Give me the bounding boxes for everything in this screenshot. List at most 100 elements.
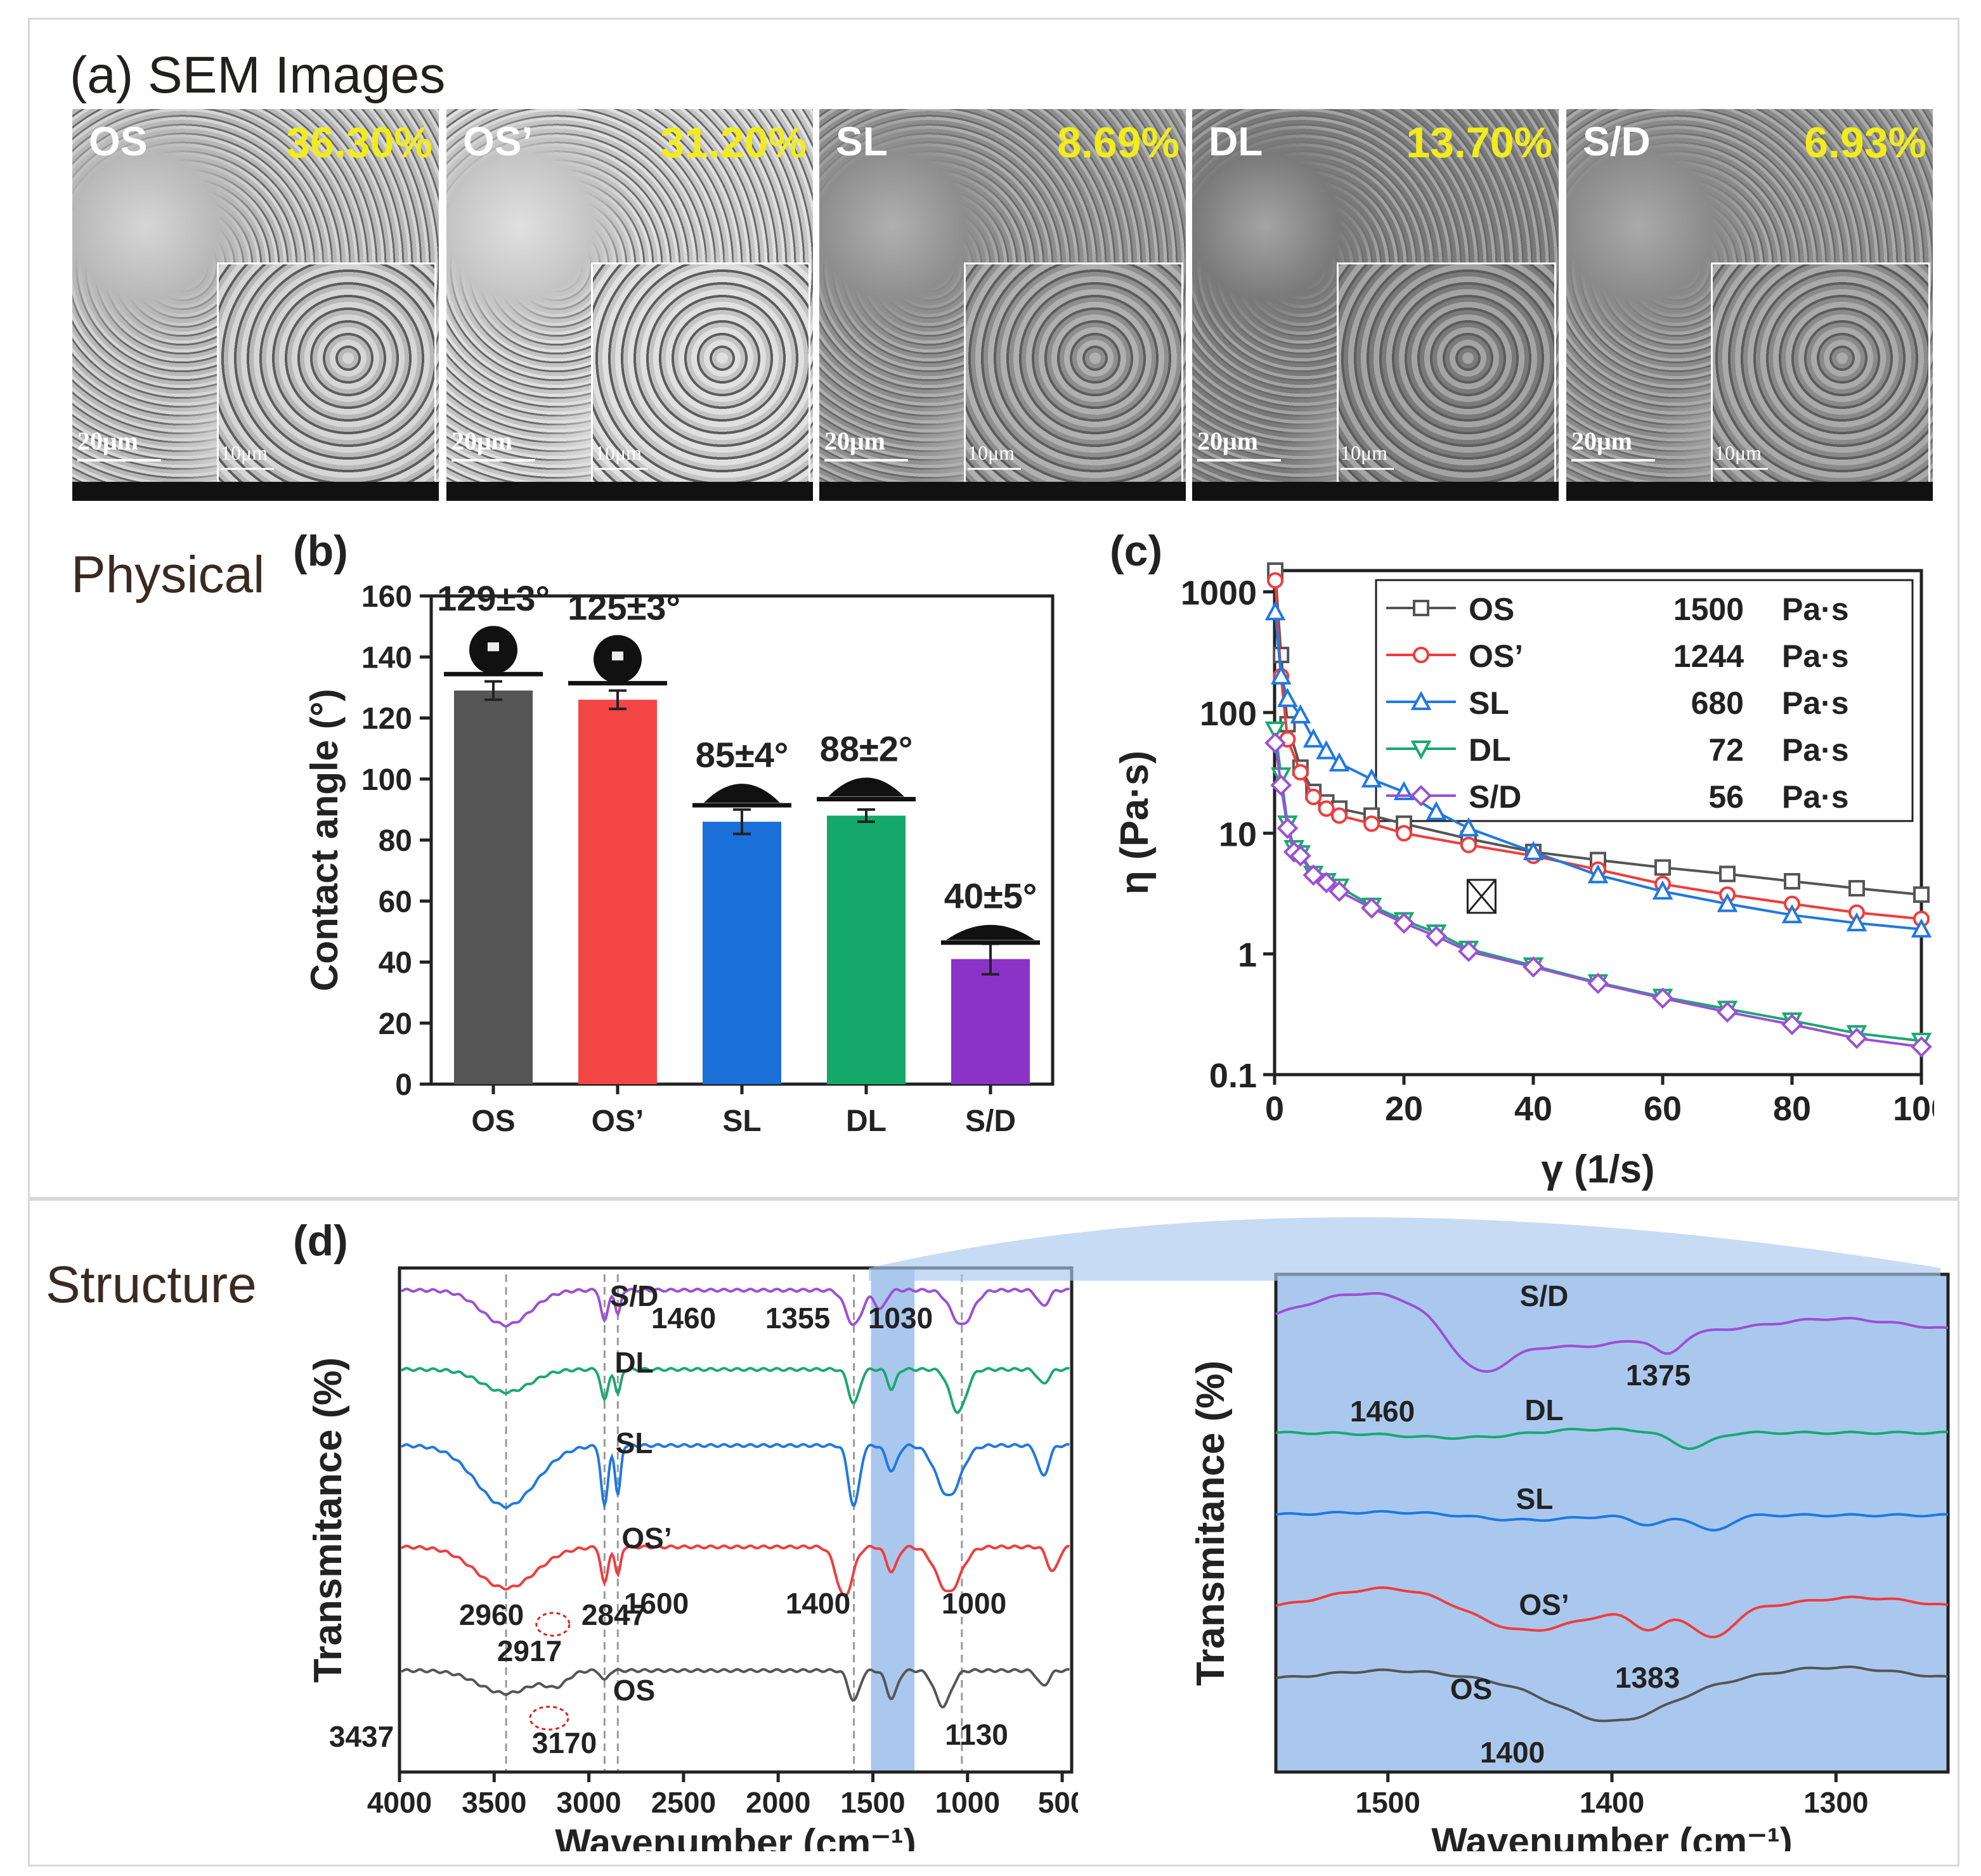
x-tick-label: 3500 (462, 1786, 526, 1819)
peak-annotation: 1400 (1480, 1736, 1545, 1769)
spectrum-OS’ (401, 1544, 1070, 1597)
x-tick-label: 1500 (1355, 1786, 1420, 1819)
legend-unit: Pa·s (1782, 592, 1849, 627)
sem-title: (a) SEM Images (70, 46, 446, 104)
legend-value: 56 (1708, 779, 1744, 815)
highlight-ellipse (535, 1612, 571, 1637)
highlight-band (871, 1268, 915, 1772)
x-tick-label: 40 (1514, 1090, 1552, 1128)
y-tick-label: 140 (361, 641, 412, 675)
peak-annotation: 1030 (868, 1302, 933, 1335)
legend-marker (1410, 690, 1432, 710)
legend-name: DL (1469, 732, 1511, 768)
sem-databar (1192, 482, 1559, 501)
angle-label: 129±3° (437, 578, 550, 618)
marker-glyph-x (1467, 879, 1497, 914)
sem-scale-inset-line (221, 468, 274, 470)
angle-label: 40±5° (944, 876, 1037, 916)
data-point (1846, 1027, 1867, 1049)
series-label: OS’ (621, 1522, 672, 1555)
data-point (1426, 925, 1447, 947)
data-point (1264, 721, 1286, 741)
x-tick-label: S/D (965, 1104, 1016, 1138)
x-tick-label: 2000 (746, 1786, 810, 1819)
data-point (1458, 940, 1479, 962)
droplet (946, 924, 1035, 940)
data-point (1846, 912, 1867, 932)
data-point (1290, 704, 1311, 724)
peak-annotation: 1460 (1350, 1395, 1415, 1428)
sem-porosity-label: 8.69% (1057, 119, 1179, 167)
sem-inset (964, 262, 1183, 501)
y-tick-label: 1 (1238, 936, 1257, 974)
bar-OS’ (578, 699, 657, 1084)
zoom-spectrum-OS (1275, 1665, 1949, 1723)
bar-S/D (951, 959, 1030, 1084)
legend-marker (1413, 600, 1429, 616)
data-point (1316, 740, 1337, 760)
droplet-glint (612, 651, 623, 661)
structure-label: Structure (46, 1256, 257, 1314)
sem-sample-label: OS’ (463, 119, 533, 164)
sem-scale-main-line (1571, 459, 1655, 462)
droplet (828, 777, 904, 797)
panel-label: (d) (293, 1217, 348, 1265)
y-axis-label: Transmitance (%) (306, 1357, 350, 1683)
sem-databar (72, 482, 439, 501)
data-point (1523, 841, 1544, 860)
x-tick-label: 2500 (651, 1786, 716, 1819)
legend-name: OS’ (1469, 638, 1523, 674)
data-point (1270, 774, 1292, 796)
y-axis-label: η (Pa·s) (1113, 751, 1157, 895)
sem-inset (217, 262, 436, 501)
data-point (1396, 825, 1412, 842)
contact-angle-chart: (b) 0 20 40 60 80 100 120 140 160 Contact angle (°… (293, 527, 1055, 1138)
bar-SL (703, 822, 781, 1084)
y-tick-label: 0.1 (1209, 1057, 1257, 1095)
series-label: DL (614, 1346, 653, 1379)
y-tick-label: 100 (361, 763, 412, 797)
sem-scale-inset: 10μm (1341, 441, 1388, 464)
y-axis-label: Transmitance (%) (1189, 1361, 1233, 1686)
sem-porosity-label: 36.30% (286, 119, 432, 167)
sem-databar (819, 482, 1186, 501)
sem-scale-main-line (77, 459, 161, 462)
x-tick-label: 1500 (840, 1786, 905, 1819)
angle-label: 88±2° (820, 729, 913, 769)
zoom-spectrum-DL (1275, 1427, 1949, 1451)
panel-label: (c) (1110, 527, 1162, 575)
x-tick-label: 3000 (556, 1786, 621, 1819)
data-point (1292, 764, 1309, 781)
legend-unit: Pa·s (1782, 779, 1849, 815)
y-tick-label: 60 (379, 885, 412, 919)
x-tick-label: OS’ (592, 1104, 644, 1138)
sem-scale-inset-line (1341, 468, 1394, 470)
sem-porosity-label: 13.70% (1406, 119, 1552, 167)
sem-databar (1566, 482, 1933, 501)
panel-label: (b) (293, 527, 348, 575)
data-point (1654, 859, 1671, 876)
peak-annotation: 2960 (459, 1598, 524, 1631)
data-point (1784, 873, 1800, 890)
y-tick-label: 1000 (1181, 574, 1257, 612)
data-point (1302, 864, 1325, 886)
zoom-spectrum-S/D (1275, 1291, 1949, 1373)
legend-name: OS (1469, 592, 1514, 627)
data-point (1393, 912, 1415, 934)
peak-annotation: 2847 (581, 1598, 646, 1631)
sem-panel-3: 20μm 10μm DL 13.70% (1192, 109, 1559, 501)
x-tick-label: SL (722, 1104, 761, 1138)
peak-annotation: 3437 (329, 1720, 394, 1753)
droplet (704, 784, 780, 803)
peak-annotation: 1375 (1626, 1359, 1691, 1392)
x-tick-label: OS (471, 1104, 515, 1138)
sem-scale-inset: 10μm (1715, 441, 1762, 464)
plot-frame (398, 1266, 1074, 1774)
x-tick-label: 80 (1773, 1090, 1811, 1128)
data-point (1587, 864, 1609, 884)
physical-label: Physical (71, 546, 265, 604)
y-tick-label: 160 (361, 580, 412, 614)
legend-marker (1413, 647, 1429, 663)
data-point (1305, 788, 1322, 805)
legend-box (1375, 579, 1914, 822)
